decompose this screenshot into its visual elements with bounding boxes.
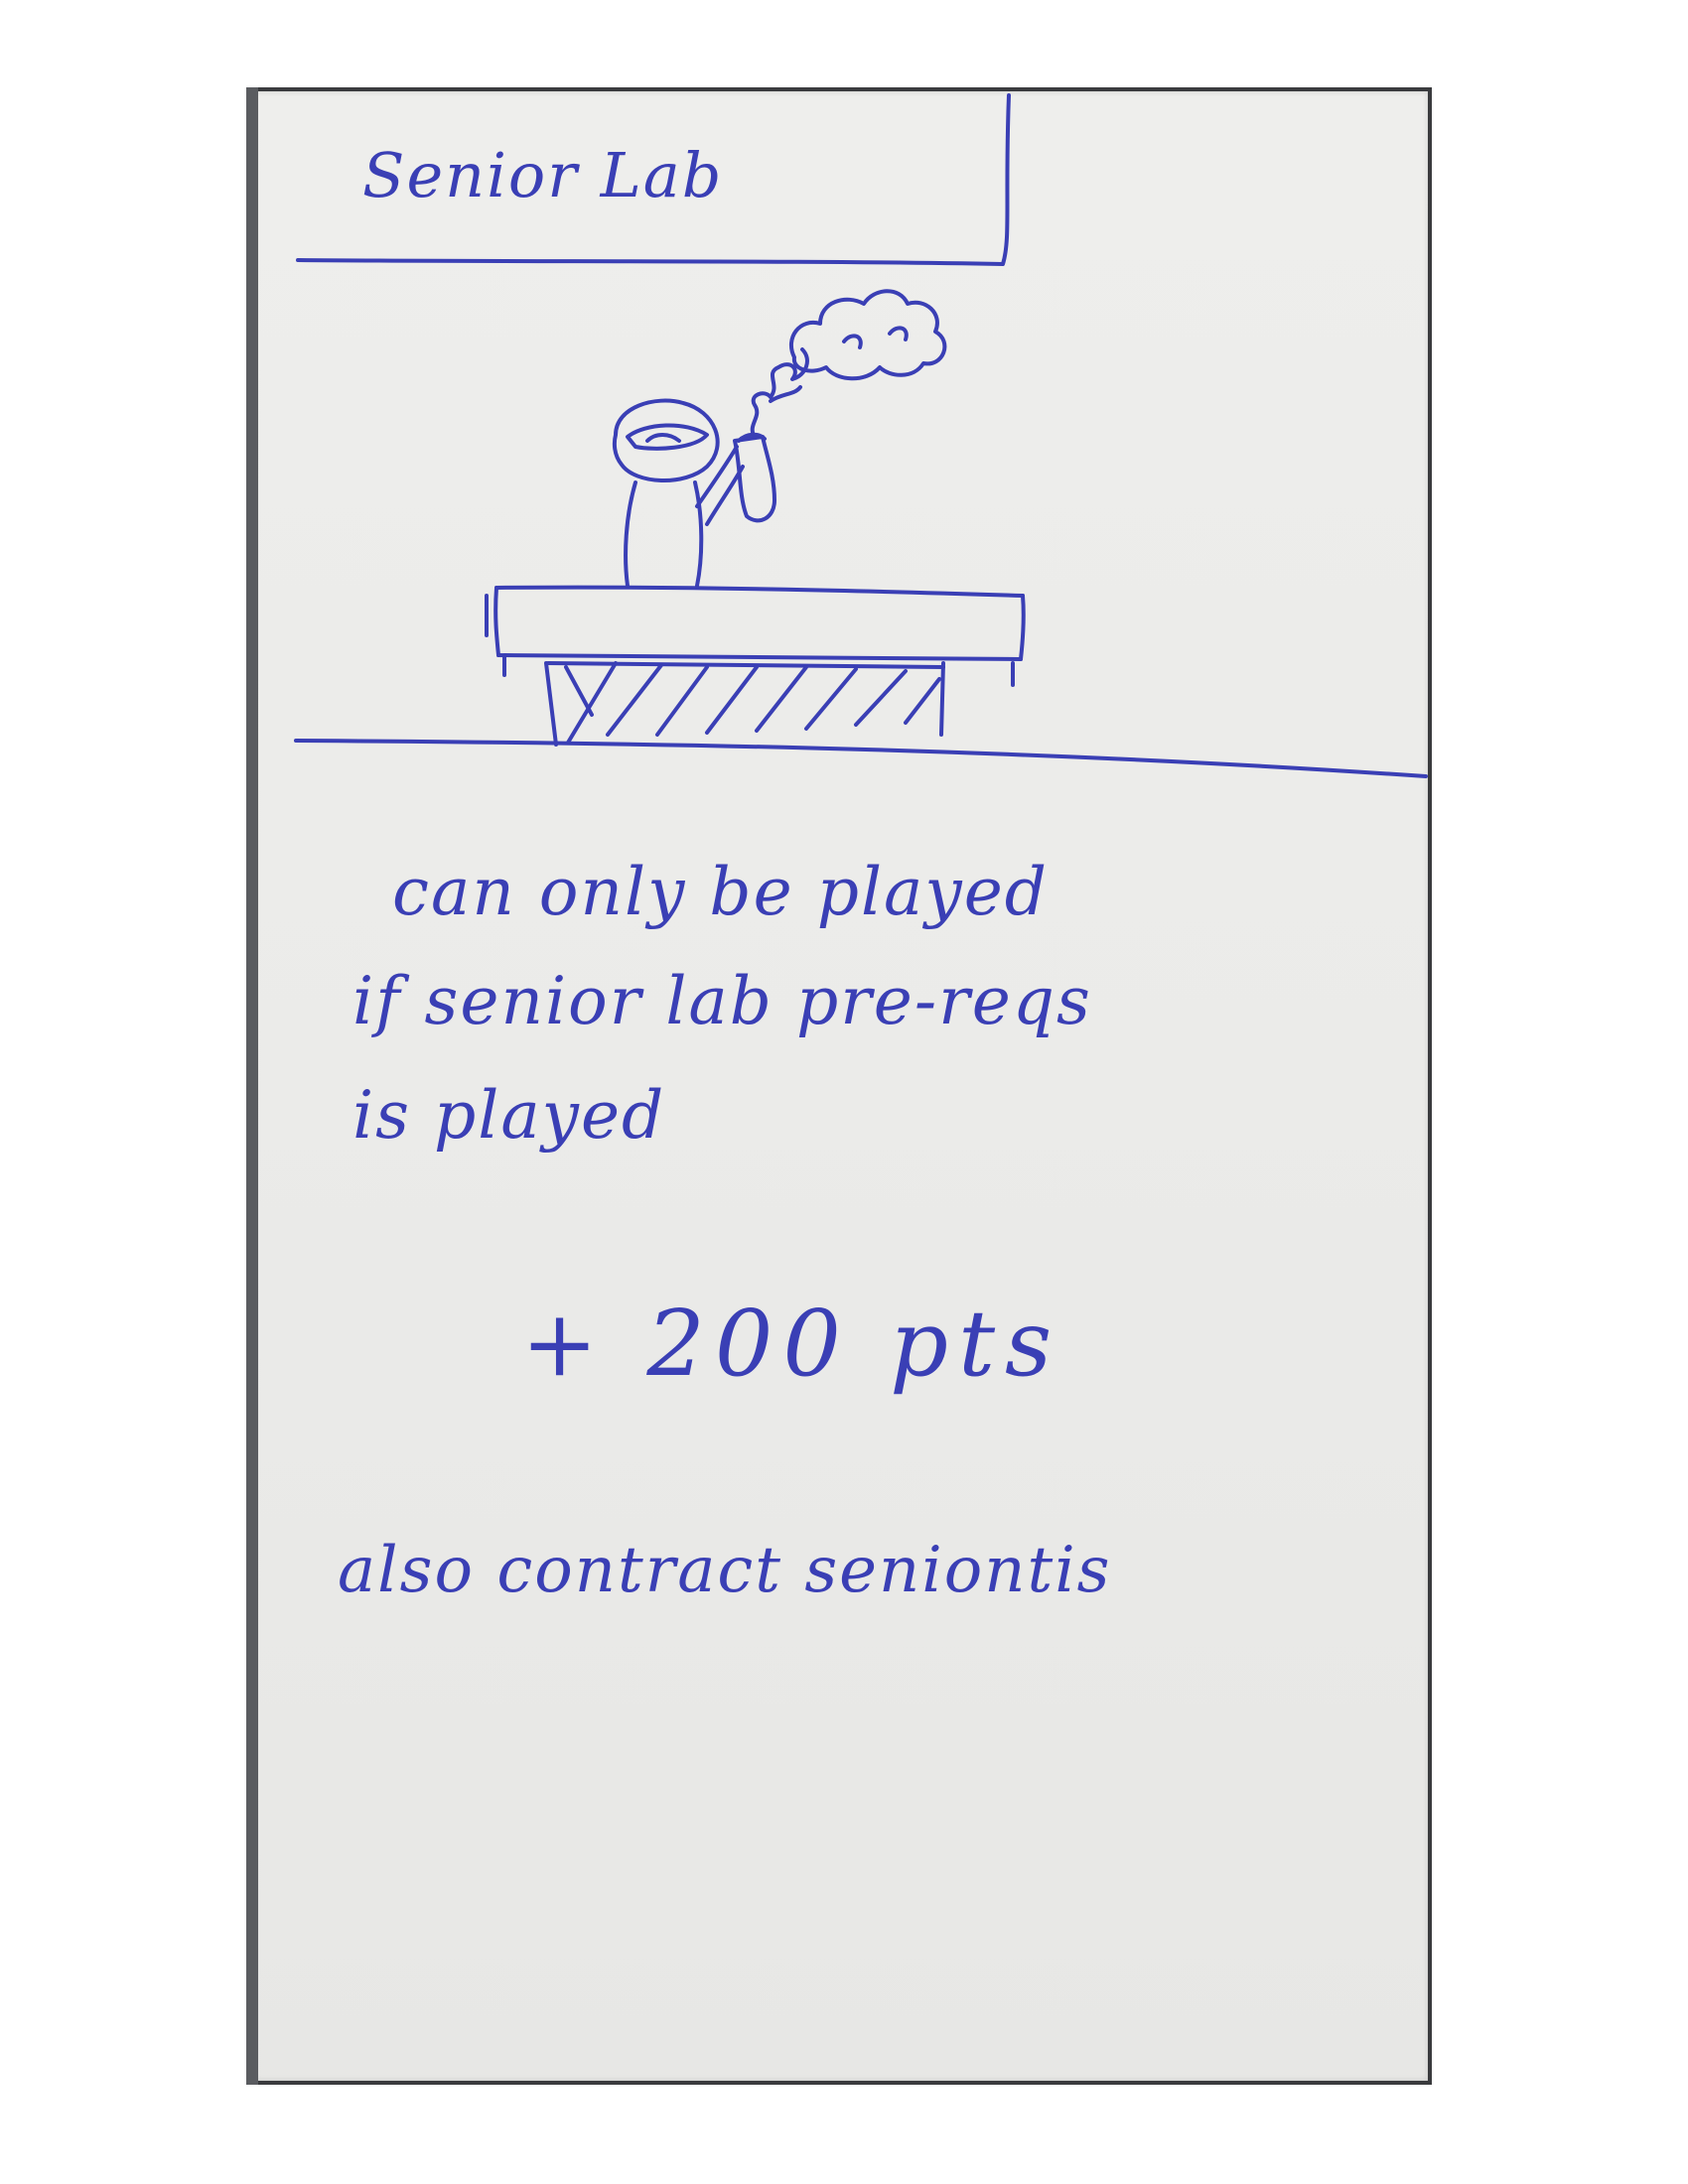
points-value: + 200 pts [521,1291,1062,1397]
card-title: Senior Lab [362,139,724,211]
card-shadow-edge [246,87,258,2085]
game-card[interactable] [254,91,1428,2081]
rule-line: is played [352,1077,666,1154]
rule-line: can only be played [392,854,1050,930]
rule-line: if senior lab pre-reqs [352,963,1092,1039]
side-effect-text: also contract seniontis [338,1534,1112,1607]
